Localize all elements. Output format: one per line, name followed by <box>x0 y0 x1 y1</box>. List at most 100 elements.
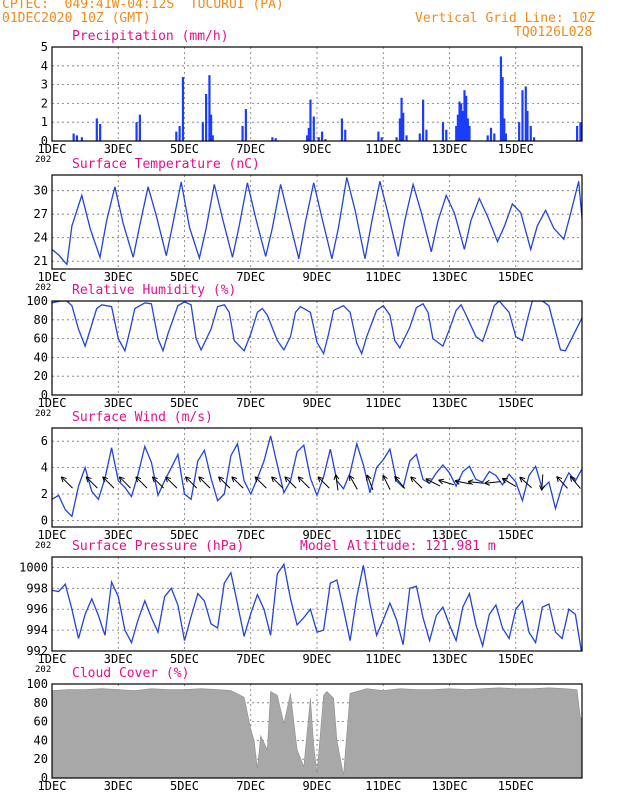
x-year-label: 202 <box>35 283 51 293</box>
precip-bar <box>400 97 403 141</box>
x-tick-label: 7DEC <box>236 528 265 542</box>
precip-bar <box>135 122 138 141</box>
x-tick-label: 11DEC <box>365 270 401 284</box>
y-tick-label: 0 <box>41 771 48 785</box>
series-line <box>52 562 582 651</box>
wind-arrow <box>501 477 517 487</box>
header-station: CPTEC: 049:41W-04:12S TUCURUI (PA) <box>2 0 284 12</box>
wind-arrow <box>410 476 423 489</box>
precip-bar <box>208 75 211 141</box>
panel-frame <box>51 556 583 652</box>
precip-bar <box>461 110 464 141</box>
precip-bar <box>518 122 521 141</box>
y-tick-label: 20 <box>34 369 48 383</box>
precip-bar <box>99 124 102 141</box>
precip-bar <box>579 122 582 141</box>
precip-bar <box>306 135 309 141</box>
x-tick-label: 1DEC <box>38 270 67 284</box>
y-tick-label: 30 <box>34 184 48 198</box>
precip-bar <box>205 94 208 141</box>
x-tick-label: 3DEC <box>104 270 133 284</box>
panel-frame <box>51 300 583 396</box>
wind-arrow <box>151 476 165 489</box>
wind-arrow <box>118 476 131 489</box>
precip-bar <box>501 77 504 141</box>
wind-arrow <box>438 478 454 486</box>
x-tick-label: 3DEC <box>104 652 133 666</box>
panel-2: 21 24 27 30 1DEC 3DEC 5DEC 7DEC 9DEC 11DEC 13DEC 15… <box>34 157 583 293</box>
x-tick-label: 15DEC <box>498 270 534 284</box>
precip-bar <box>138 114 141 141</box>
precip-bar <box>524 86 527 141</box>
x-year-label: 202 <box>35 665 51 675</box>
y-tick-label: 60 <box>34 332 48 346</box>
precip-bar <box>320 131 324 141</box>
panel-subtitle: Model Altitude: 121.981 m <box>300 539 496 554</box>
plot-area <box>72 56 582 141</box>
precip-bar <box>175 131 178 141</box>
x-tick-label: 7DEC <box>236 142 265 156</box>
header-run-id: TQ0126L028 <box>514 25 593 40</box>
panel-frame <box>51 683 583 779</box>
wind-arrow <box>254 476 267 489</box>
x-tick-label: 15DEC <box>498 142 534 156</box>
x-tick-label: 3DEC <box>104 779 133 793</box>
precip-bar <box>504 133 508 141</box>
panel-title: Cloud Cover (%) <box>72 666 189 681</box>
panel-title: Surface Temperature (nC) <box>72 157 260 172</box>
x-tick-label: 13DEC <box>431 142 467 156</box>
precip-bar <box>344 129 347 141</box>
y-tick-label: 994 <box>26 623 48 637</box>
panel-4: 0 2 4 6 1DEC 3DEC 5DEC 7DEC 9DEC 11DEC 13DEC 15DEC 2… <box>35 410 583 551</box>
x-tick-label: 11DEC <box>365 142 401 156</box>
x-tick-label: 7DEC <box>236 779 265 793</box>
precip-bar <box>425 129 428 141</box>
x-tick-label: 9DEC <box>303 652 332 666</box>
precip-bar <box>526 110 529 141</box>
precip-bar <box>455 125 458 141</box>
precip-bar <box>503 118 506 141</box>
wind-arrow <box>556 476 568 489</box>
y-tick-label: 21 <box>34 254 48 268</box>
panel-6: 0 20 40 60 80 100 1DEC 3DEC 5DEC 7DEC 9DEC 11DEC 13D… <box>26 666 583 793</box>
x-tick-label: 9DEC <box>303 142 332 156</box>
x-tick-label: 7DEC <box>236 270 265 284</box>
precip-bar <box>181 77 185 141</box>
precip-bar <box>576 125 579 141</box>
y-tick-label: 3 <box>41 78 48 92</box>
plot-area <box>52 301 582 356</box>
precip-bar <box>241 125 244 141</box>
x-year-label: 202 <box>35 409 51 419</box>
precip-bar <box>458 101 461 141</box>
wind-arrow <box>85 476 98 489</box>
wind-arrow <box>135 476 148 489</box>
y-tick-label: 4 <box>41 461 48 475</box>
precip-bar <box>340 118 344 141</box>
wind-arrow <box>425 478 441 487</box>
precip-bar <box>422 99 425 141</box>
x-tick-label: 11DEC <box>365 652 401 666</box>
y-tick-label: 6 <box>41 434 48 448</box>
precip-bar <box>380 137 383 141</box>
wind-arrow <box>382 474 391 490</box>
precip-bar <box>486 135 489 141</box>
panel-frame <box>51 46 583 142</box>
plot-area <box>52 562 582 651</box>
wind-arrow <box>519 476 532 489</box>
y-tick-label: 27 <box>34 207 48 221</box>
x-tick-label: 5DEC <box>170 528 199 542</box>
series-line <box>52 435 582 518</box>
precip-bar <box>489 127 493 141</box>
plot-area <box>52 177 582 266</box>
precip-bar <box>317 137 320 141</box>
x-tick-label: 5DEC <box>170 652 199 666</box>
header-grid-note: Vertical Grid Line: 10Z <box>415 11 596 26</box>
y-tick-label: 20 <box>34 752 48 766</box>
y-tick-label: 40 <box>34 350 48 364</box>
x-tick-label: 13DEC <box>431 396 467 410</box>
precip-bar <box>521 90 524 141</box>
x-tick-label: 5DEC <box>170 142 199 156</box>
x-tick-label: 1DEC <box>38 652 67 666</box>
y-tick-label: 60 <box>34 715 48 729</box>
precip-bar <box>75 135 79 141</box>
